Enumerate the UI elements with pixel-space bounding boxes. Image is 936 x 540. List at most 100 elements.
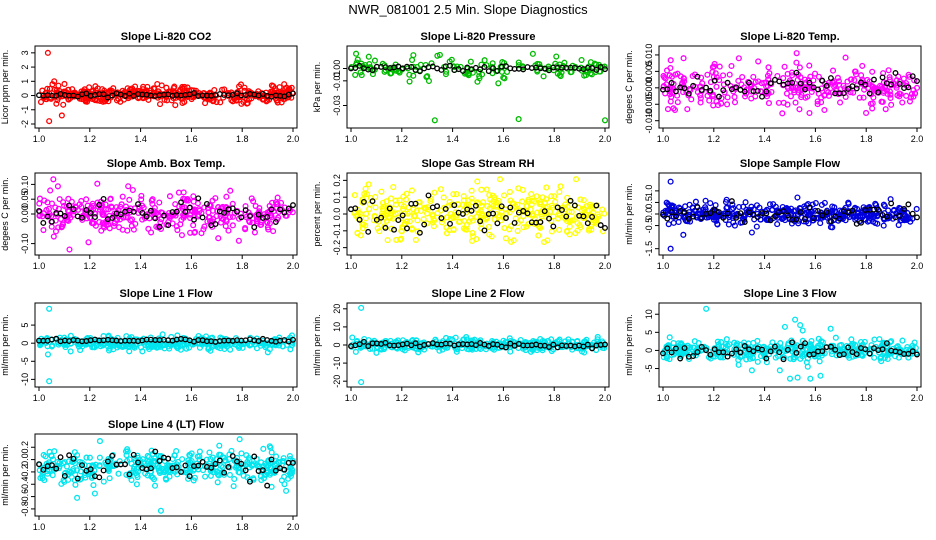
- data-point: [913, 205, 920, 212]
- data-point: [244, 458, 251, 465]
- data-point: [712, 70, 719, 77]
- data-point: [735, 203, 743, 211]
- data-point: [774, 221, 781, 228]
- data-point: [493, 199, 500, 206]
- data-point: [258, 459, 265, 466]
- data-point: [713, 83, 720, 90]
- data-point: [177, 221, 184, 228]
- y-tick-label: 0.0: [644, 208, 654, 221]
- plot-frame: [34, 45, 298, 129]
- reference-point: [810, 215, 817, 222]
- chart-panel: Slope Line 1 Flow ml/min per min. 1.0 1.2 1.…: [0, 288, 299, 403]
- data-point: [119, 193, 126, 200]
- plot-frame: [658, 45, 922, 129]
- x-tick-label: 1.6: [185, 393, 198, 403]
- reference-point: [746, 79, 753, 86]
- data-point: [96, 454, 103, 461]
- data-point: [536, 199, 544, 206]
- data-point: [101, 340, 108, 347]
- reference-point: [70, 455, 77, 462]
- data-point: [781, 323, 788, 330]
- data-point: [362, 185, 369, 192]
- reference-point: [754, 88, 761, 94]
- data-point: [827, 325, 834, 332]
- data-point: [735, 77, 742, 84]
- reference-point: [182, 462, 189, 469]
- data-point: [414, 217, 421, 224]
- data-point: [600, 345, 608, 352]
- reference-point: [242, 207, 249, 214]
- data-point: [735, 361, 742, 368]
- data-point: [817, 372, 824, 379]
- data-point: [802, 76, 809, 83]
- data-point: [525, 196, 532, 203]
- data-point: [904, 209, 911, 216]
- data-point: [156, 101, 164, 108]
- data-point: [169, 89, 176, 96]
- data-point: [702, 197, 709, 204]
- data-point: [878, 342, 886, 349]
- reference-point: [268, 456, 275, 463]
- reference-point: [365, 228, 372, 235]
- data-point: [863, 109, 870, 116]
- x-tick-label: 1.4: [446, 134, 459, 144]
- data-point: [566, 223, 573, 230]
- reference-point: [845, 344, 852, 351]
- data-point: [901, 217, 908, 224]
- data-point: [61, 340, 68, 348]
- data-point: [830, 79, 837, 87]
- data-point: [289, 339, 296, 346]
- data-point: [379, 199, 386, 206]
- y-axis-label: ml/min per min.: [624, 183, 634, 245]
- data-point: [46, 378, 53, 385]
- x-tick-label: 1.8: [236, 261, 249, 271]
- data-point: [440, 194, 447, 201]
- data-point: [174, 226, 181, 234]
- reference-point: [741, 219, 748, 225]
- panel-title: Slope Line 4 (LT) Flow: [108, 419, 224, 431]
- x-tick-label: 1.2: [708, 393, 721, 403]
- data-point: [207, 472, 214, 479]
- data-point: [699, 80, 706, 87]
- x-tick-label: 2.0: [599, 261, 612, 271]
- reference-point: [733, 214, 740, 221]
- data-point: [684, 106, 691, 113]
- reference-point: [238, 214, 245, 221]
- data-point: [163, 476, 170, 483]
- data-point: [178, 232, 186, 239]
- reference-point: [546, 344, 552, 350]
- reference-point: [165, 222, 172, 229]
- reference-point: [909, 348, 916, 355]
- data-point: [469, 199, 476, 206]
- data-point: [496, 176, 504, 183]
- reference-point: [96, 201, 103, 208]
- reference-point: [711, 77, 718, 84]
- data-point: [430, 215, 437, 222]
- data-point: [724, 94, 731, 101]
- reference-point: [520, 66, 527, 73]
- data-point: [790, 356, 797, 363]
- x-tick-label: 1.0: [345, 134, 358, 144]
- reference-point: [412, 200, 419, 207]
- reference-point: [477, 66, 484, 73]
- data-point: [437, 186, 444, 193]
- data-point: [221, 86, 228, 93]
- reference-point: [53, 335, 60, 342]
- reference-point: [750, 348, 757, 355]
- data-point: [280, 455, 287, 462]
- data-point: [727, 82, 734, 90]
- data-point: [148, 344, 155, 351]
- data-point: [779, 215, 786, 223]
- data-point: [81, 462, 88, 469]
- data-point: [812, 199, 819, 207]
- reference-point: [776, 78, 783, 85]
- reference-point: [234, 208, 240, 215]
- data-point: [36, 200, 43, 207]
- reference-point: [793, 216, 800, 223]
- data-point: [896, 93, 903, 100]
- reference-point: [763, 355, 770, 362]
- data-point: [83, 196, 90, 203]
- data-point: [196, 448, 203, 455]
- reference-point: [378, 214, 385, 221]
- data-point: [235, 237, 242, 244]
